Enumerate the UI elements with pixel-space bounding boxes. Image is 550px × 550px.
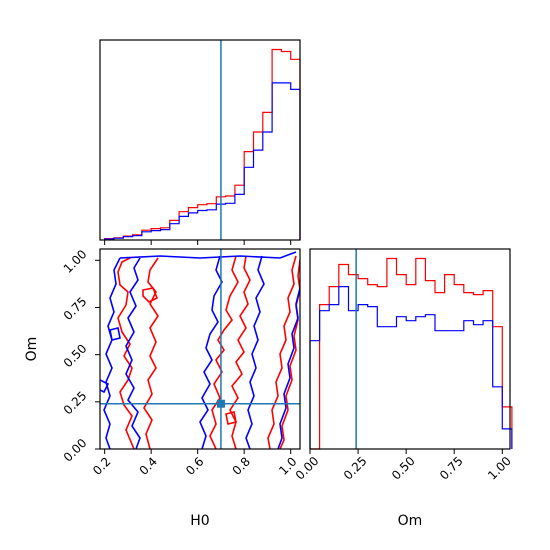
h0-hist-series-0 <box>104 48 301 240</box>
om-x-tick-label: 0.00 <box>293 454 322 483</box>
red-contour-mid-inner <box>229 255 251 449</box>
red-contour-left-inner <box>143 257 159 449</box>
h0-x-tick-label: 0.8 <box>230 454 253 477</box>
blue-contour-blob-a <box>109 327 121 341</box>
om-histogram-series <box>309 257 513 450</box>
om-x-tick-label: 1.00 <box>485 454 514 483</box>
blue-contour-left-outer <box>103 257 121 449</box>
h0-x-tick-label: 0.2 <box>90 454 113 477</box>
om-y-tick-label: 0.00 <box>61 436 90 465</box>
red-contour-blob-a <box>142 287 159 303</box>
h0-x-ticks: 0.2 0.4 0.6 0.8 1.0 <box>90 449 300 478</box>
blue-contour-left <box>125 257 141 449</box>
h0-x-tick-label: 0.6 <box>183 454 206 477</box>
h0-histogram-panel <box>99 39 301 245</box>
blue-contour-blob-b <box>100 379 110 394</box>
h0-histogram-ticks <box>104 240 292 245</box>
red-contour-left <box>117 257 135 449</box>
contour-frame <box>99 248 301 450</box>
h0-axis-label: H0 <box>190 513 209 529</box>
om-hist-series-1 <box>309 286 513 449</box>
red-contour-right-outer <box>279 259 300 449</box>
red-contour-right <box>267 255 297 449</box>
h0-histogram-frame <box>99 39 301 241</box>
om-y-tick-label: 0.50 <box>61 341 90 370</box>
om-histogram-frame <box>309 248 511 450</box>
om-x-tick-label: 0.50 <box>389 454 418 483</box>
truth-marker <box>216 399 225 408</box>
om-y-ticks: 0.00 0.25 0.50 0.75 1.00 <box>61 247 100 465</box>
h0-om-contour-panel: 0.2 0.4 0.6 0.8 1.0 0.000.250.500.751.00 H0 … <box>24 247 301 529</box>
h0-x-tick-label: 0.4 <box>137 454 160 477</box>
blue-contour-mid <box>199 255 223 449</box>
om-y-tick-label: 0.25 <box>61 389 90 418</box>
h0-histogram-series <box>104 48 301 240</box>
blue-contour-right-outer <box>277 287 300 449</box>
h0-hist-series-1 <box>104 82 301 240</box>
blue-contour-top <box>119 251 297 259</box>
om-y-tick-label: 1.00 <box>61 247 90 276</box>
om-y-tick-label: 0.75 <box>61 294 90 323</box>
om-x-tick-label: 0.25 <box>341 454 370 483</box>
om-histogram-panel: 0.00 0.25 0.50 0.75 1.00 Om <box>293 248 514 529</box>
om-axis-label-bottom: Om <box>398 513 423 529</box>
red-contour-blob-b <box>225 411 237 425</box>
red-contour-mid <box>209 255 239 449</box>
blue-contours <box>100 251 300 449</box>
om-hist-series-0 <box>310 257 513 450</box>
blue-contour-right <box>245 255 265 449</box>
om-x-ticks: 0.00 0.25 0.50 0.75 1.00 <box>293 449 514 483</box>
om-x-tick-label: 0.75 <box>437 454 466 483</box>
om-axis-label: Om <box>24 337 40 362</box>
